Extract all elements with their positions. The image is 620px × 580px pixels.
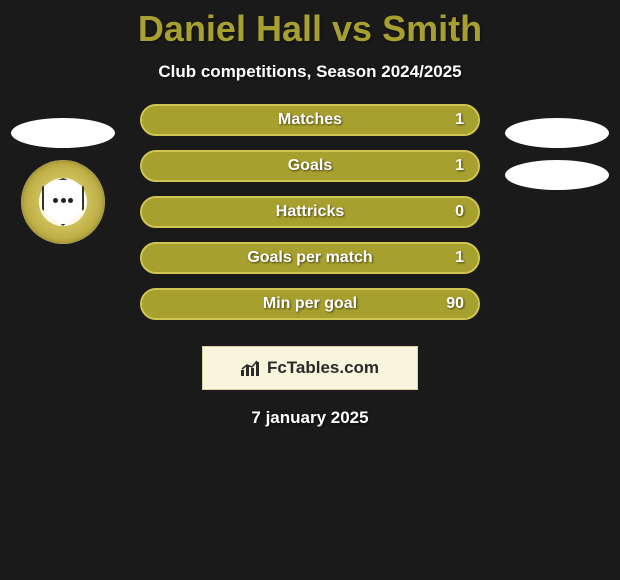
stat-label: Goals: [288, 157, 332, 175]
stat-bars: Matches 1 Goals 1 Hattricks 0 Goals per match 1…: [140, 104, 480, 320]
stat-value: 90: [446, 295, 464, 313]
crest-shield-icon: [42, 178, 84, 226]
title-player2: Smith: [382, 8, 482, 49]
stat-label: Goals per match: [247, 249, 372, 267]
brand-text: FcTables.com: [267, 358, 379, 378]
stat-value: 0: [455, 203, 464, 221]
subtitle: Club competitions, Season 2024/2025: [0, 62, 620, 82]
date-text: 7 january 2025: [251, 408, 368, 428]
stat-label: Min per goal: [263, 295, 357, 313]
title-vs: vs: [332, 8, 372, 49]
stat-value: 1: [455, 157, 464, 175]
right-ellipse-2: [505, 160, 609, 190]
stat-label: Matches: [278, 111, 342, 129]
stat-value: 1: [455, 249, 464, 267]
stat-bar: Hattricks 0: [140, 196, 480, 228]
left-column: [8, 118, 118, 244]
bars-icon: [241, 360, 261, 376]
title-player1: Daniel Hall: [138, 8, 322, 49]
brand-box[interactable]: FcTables.com: [202, 346, 418, 390]
stat-label: Hattricks: [276, 203, 344, 221]
right-ellipse-1: [505, 118, 609, 148]
page-title: Daniel Hall vs Smith: [0, 0, 620, 50]
crest-dots-icon: [53, 198, 73, 206]
left-ellipse-1: [11, 118, 115, 148]
stat-bar: Min per goal 90: [140, 288, 480, 320]
stat-bar: Goals 1: [140, 150, 480, 182]
right-column: [502, 118, 612, 190]
stat-bar: Matches 1: [140, 104, 480, 136]
club-crest: [21, 160, 105, 244]
stat-bar: Goals per match 1: [140, 242, 480, 274]
stat-value: 1: [455, 111, 464, 129]
